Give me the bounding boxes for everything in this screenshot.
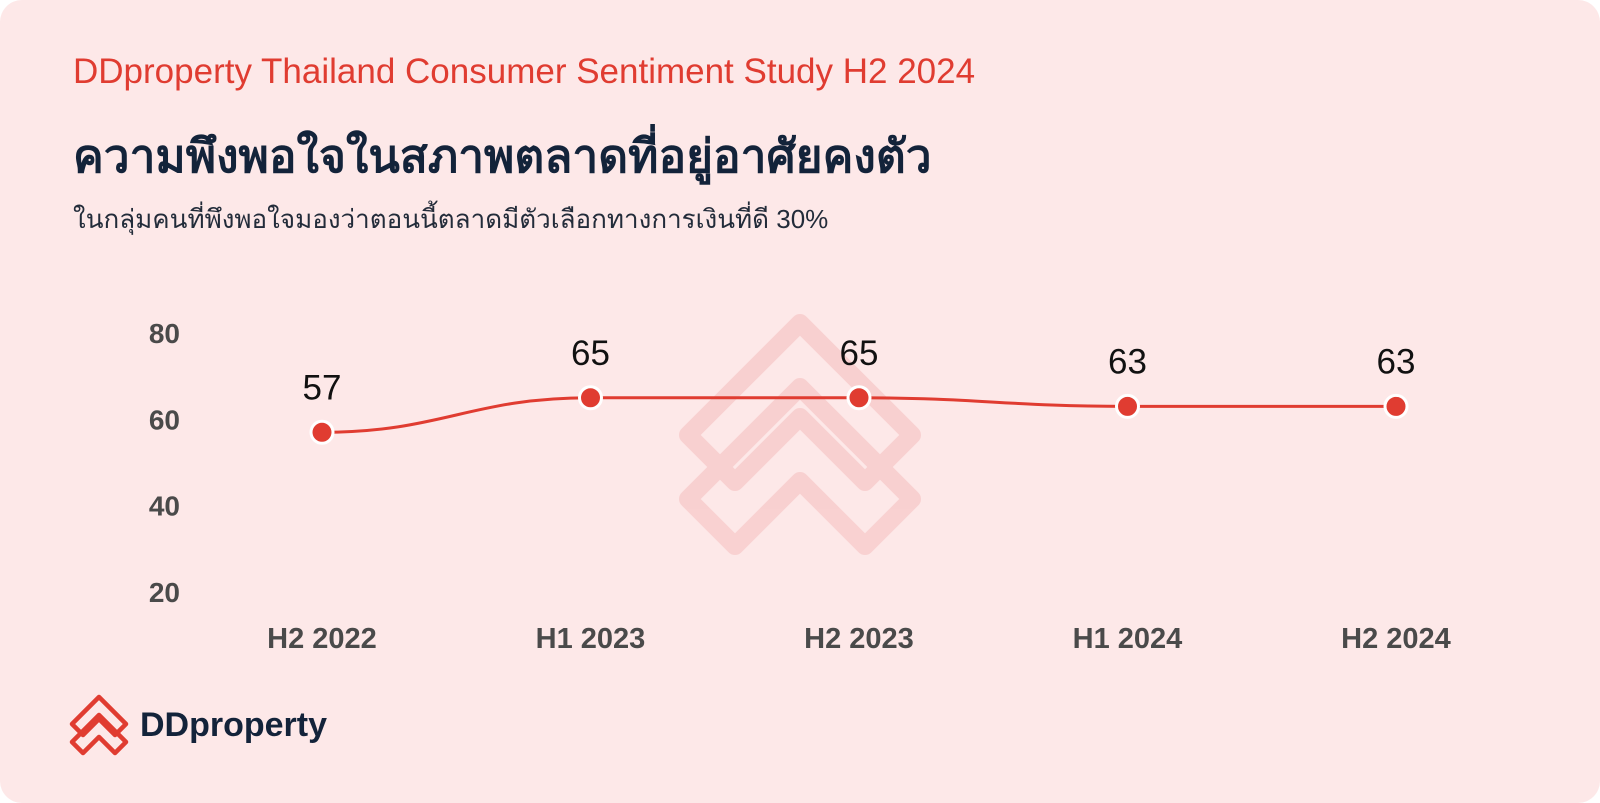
data-point — [309, 419, 335, 445]
y-tick-label: 60 — [149, 404, 180, 435]
data-points — [309, 385, 1409, 445]
x-tick-label: H2 2023 — [804, 623, 914, 655]
x-tick-label: H2 2024 — [1341, 623, 1451, 655]
x-tick-label: H2 2022 — [267, 623, 377, 655]
watermark-logo — [679, 314, 921, 555]
brand-name: DDproperty — [140, 706, 328, 744]
x-tick-label: H1 2024 — [1073, 623, 1183, 655]
y-tick-label: 40 — [149, 491, 180, 522]
x-tick-label: H1 2023 — [536, 623, 646, 655]
y-tick-label: 80 — [149, 318, 180, 349]
data-point — [846, 385, 872, 411]
data-label: 63 — [1108, 342, 1147, 381]
x-axis: H2 2022 H1 2023 H2 2023 H1 2024 H2 2024 — [267, 623, 1451, 655]
data-label: 65 — [571, 334, 610, 373]
brand-logo-icon — [69, 694, 129, 756]
page-subtitle: ในกลุ่มคนที่พึงพอใจมองว่าตอนนี้ตลาดมีตัว… — [73, 204, 829, 234]
data-labels: 57 65 65 63 63 — [303, 334, 1416, 408]
page-title: ความพึงพอใจในสภาพตลาดที่อยู่อาศัยคงตัว — [73, 130, 932, 182]
data-point — [1115, 393, 1140, 419]
y-axis: 20 40 60 80 — [149, 318, 180, 608]
data-label: 65 — [840, 334, 879, 373]
data-point — [578, 385, 603, 411]
data-label: 57 — [303, 368, 342, 407]
study-title: DDproperty Thailand Consumer Sentiment S… — [73, 52, 976, 91]
y-tick-label: 20 — [149, 577, 180, 608]
data-point — [1383, 393, 1409, 419]
data-label: 63 — [1377, 342, 1416, 381]
